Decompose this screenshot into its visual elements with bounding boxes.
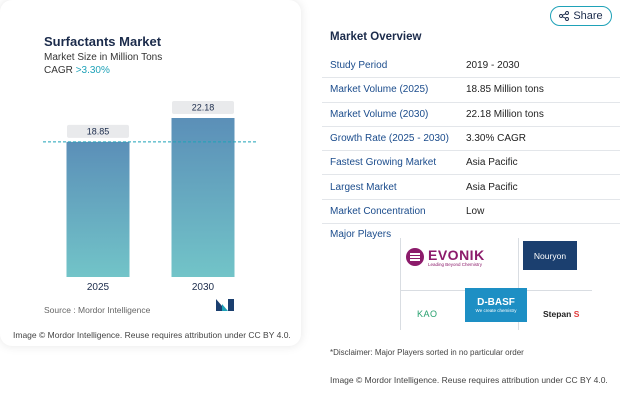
- overview-value: Low: [466, 205, 485, 217]
- bar-chart: 18.85 2025 22.18 2030: [43, 101, 258, 293]
- bar-2030: [171, 118, 235, 277]
- major-players-title: Major Players: [330, 229, 392, 240]
- overview-table: Study Period 2019 - 2030 Market Volume (2…: [322, 54, 620, 225]
- basf-tagline: We create chemistry: [475, 308, 517, 313]
- overview-key: Growth Rate (2025 - 2030): [330, 133, 449, 145]
- cagr-line: CAGR >3.30%: [44, 65, 110, 76]
- overview-row: Market Volume (2025) 18.85 Million tons: [322, 78, 620, 103]
- share-button[interactable]: Share: [550, 6, 612, 26]
- basf-name: D-BASF: [477, 297, 515, 308]
- cagr-value: >3.30%: [75, 65, 110, 76]
- data-label: 22.18: [192, 103, 215, 113]
- evonik-name: EVONIK: [428, 246, 485, 263]
- card-footer: Image © Mordor Intelligence. Reuse requi…: [13, 330, 291, 340]
- basf-logo: D-BASF We create chemistry: [465, 288, 527, 322]
- overview-row: Study Period 2019 - 2030: [322, 54, 620, 79]
- overview-key: Largest Market: [330, 181, 397, 193]
- overview-value: Asia Pacific: [466, 157, 518, 169]
- bar-2025: [66, 141, 130, 277]
- share-icon: [559, 11, 570, 21]
- overview-key: Market Volume (2030): [330, 108, 429, 120]
- stepan-mark: S: [573, 309, 580, 319]
- overview-value: 22.18 Million tons: [466, 108, 544, 120]
- overview-value: 2019 - 2030: [466, 60, 520, 72]
- overview-row: Market Volume (2030) 22.18 Million tons: [322, 103, 620, 127]
- overview-key: Fastest Growing Market: [330, 157, 437, 169]
- evonik-tagline: Leading Beyond Chemistry: [428, 261, 483, 267]
- overview-title: Market Overview: [330, 31, 422, 43]
- overview-key: Study Period: [330, 60, 388, 72]
- data-label-bg: [67, 124, 129, 138]
- chart-subtitle: Market Size in Million Tons: [44, 52, 163, 63]
- cagr-label: CAGR: [44, 65, 73, 76]
- share-label: Share: [573, 10, 603, 22]
- page-footer: Image © Mordor Intelligence. Reuse requi…: [330, 375, 608, 385]
- evonik-logo: EVONIK Leading Beyond Chemistry: [405, 247, 485, 267]
- disclaimer: *Disclaimer: Major Players sorted in no …: [330, 348, 524, 357]
- chart-title: Surfactants Market: [44, 34, 162, 49]
- grid-divider: [518, 238, 519, 330]
- overview-row: Growth Rate (2025 - 2030) 3.30% CAGR: [322, 127, 620, 152]
- overview-row: Market Concentration Low: [322, 200, 620, 225]
- overview-row: Fastest Growing Market Asia Pacific: [322, 151, 620, 176]
- overview-value: Asia Pacific: [466, 181, 518, 193]
- nouryon-logo: Nouryon: [523, 241, 577, 270]
- chart-card: Surfactants Market Market Size in Millio…: [0, 0, 301, 346]
- data-label: 18.85: [87, 126, 110, 136]
- overview-row: Largest Market Asia Pacific: [322, 175, 620, 200]
- x-tick-label: 2025: [87, 282, 110, 293]
- overview-key: Market Concentration: [330, 205, 426, 217]
- overview-value: 18.85 Million tons: [466, 84, 544, 96]
- grid-divider: [400, 238, 401, 330]
- mordor-logo-icon: [216, 299, 234, 311]
- overview-value: 3.30% CAGR: [466, 133, 527, 145]
- evonik-mark-icon: [406, 248, 424, 266]
- data-label-bg: [172, 101, 234, 114]
- overview-key: Market Volume (2025): [330, 84, 429, 96]
- stepan-name: Stepan: [543, 309, 572, 319]
- kao-logo: KAO: [417, 309, 438, 319]
- x-tick-label: 2030: [192, 282, 215, 293]
- source-note: Source : Mordor Intelligence: [44, 305, 151, 315]
- stepan-logo: Stepan S: [543, 309, 579, 319]
